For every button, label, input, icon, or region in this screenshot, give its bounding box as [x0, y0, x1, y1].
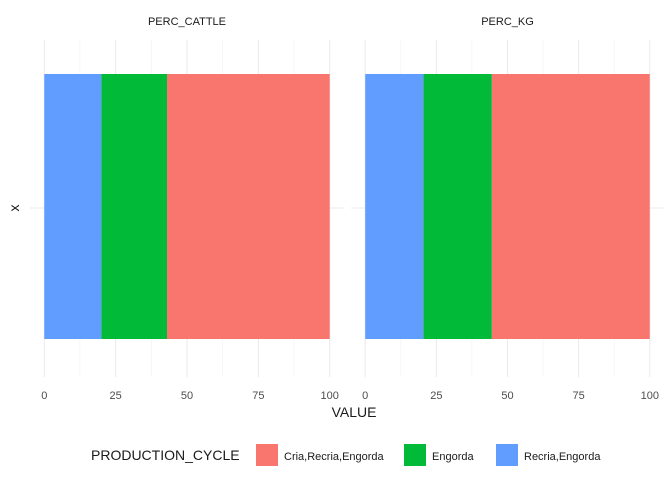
- legend-title: PRODUCTION_CYCLE: [91, 447, 240, 463]
- bar-segment-engorda: [101, 74, 168, 339]
- bar-segment-cria-recria-engorda: [167, 74, 330, 339]
- legend-key: [404, 444, 426, 466]
- facet-strip-title: PERC_CATTLE: [148, 16, 226, 28]
- x-axis-title: VALUE: [332, 404, 377, 420]
- legend-item: Engorda: [404, 444, 474, 466]
- x-tick-label: 0: [362, 390, 368, 402]
- bar-segment-cria-recria-engorda: [491, 74, 650, 339]
- x-tick-label: 75: [252, 390, 264, 402]
- legend-label: Engorda: [432, 451, 474, 463]
- facet-panel-perc-cattle: PERC_CATTLE 0 25 50 75 100: [30, 16, 344, 402]
- facet-strip-title: PERC_KG: [481, 16, 534, 28]
- x-tick-label: 50: [181, 390, 193, 402]
- legend: PRODUCTION_CYCLE Cria,Recria,Engorda Engo…: [91, 444, 601, 466]
- bar-segment-engorda: [423, 74, 492, 339]
- legend-label: Recria,Engorda: [524, 451, 601, 463]
- x-tick-label: 25: [110, 390, 122, 402]
- bar-segment-recria-engorda: [44, 74, 102, 339]
- legend-key: [496, 444, 518, 466]
- x-tick-label: 25: [430, 390, 442, 402]
- panels-layer: PERC_CATTLE 0 25 50 75 100 PERC_KG 0 25 50 75 100: [30, 16, 664, 402]
- x-tick-label: 100: [321, 390, 339, 402]
- legend-key: [256, 444, 278, 466]
- legend-item: Recria,Engorda: [496, 444, 601, 466]
- x-tick-label: 0: [41, 390, 47, 402]
- legend-label: Cria,Recria,Engorda: [284, 451, 385, 463]
- legend-item: Cria,Recria,Engorda: [256, 444, 385, 466]
- x-tick-label: 75: [573, 390, 585, 402]
- bar-segment-recria-engorda: [365, 74, 424, 339]
- x-tick-label: 100: [641, 390, 659, 402]
- y-axis-title: x: [6, 205, 22, 212]
- x-tick-label: 50: [501, 390, 513, 402]
- facet-panel-perc-kg: PERC_KG 0 25 50 75 100: [351, 16, 664, 402]
